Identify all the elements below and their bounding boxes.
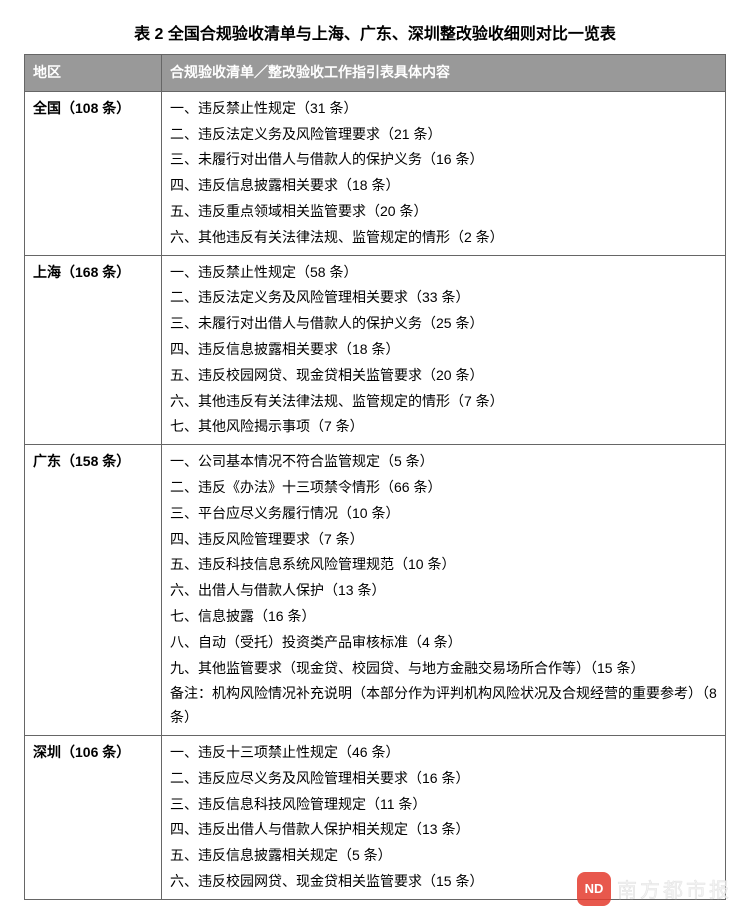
item-line: 一、违反禁止性规定（31 条） (170, 96, 717, 122)
region-cell: 全国（108 条） (25, 91, 162, 255)
region-cell: 深圳（106 条） (25, 735, 162, 899)
table-row: 上海（168 条）一、违反禁止性规定（58 条）二、违反法定义务及风险管理相关要… (25, 255, 726, 445)
items-cell: 一、公司基本情况不符合监管规定（5 条）二、违反《办法》十三项禁令情形（66 条… (162, 445, 726, 736)
item-line: 六、其他违反有关法律法规、监管规定的情形（7 条） (170, 389, 717, 415)
item-line: 四、违反风险管理要求（7 条） (170, 527, 717, 553)
items-cell: 一、违反十三项禁止性规定（46 条）二、违反应尽义务及风险管理相关要求（16 条… (162, 735, 726, 899)
table-title: 表 2 全国合规验收清单与上海、广东、深圳整改验收细则对比一览表 (24, 20, 726, 44)
item-line: 六、违反校园网贷、现金贷相关监管要求（15 条） (170, 869, 717, 895)
items-cell: 一、违反禁止性规定（31 条）二、违反法定义务及风险管理要求（21 条）三、未履… (162, 91, 726, 255)
table-header-row: 地区 合规验收清单／整改验收工作指引表具体内容 (25, 55, 726, 92)
item-line: 二、违反法定义务及风险管理相关要求（33 条） (170, 285, 717, 311)
item-line: 三、未履行对出借人与借款人的保护义务（16 条） (170, 147, 717, 173)
item-line: 五、违反科技信息系统风险管理规范（10 条） (170, 552, 717, 578)
region-cell: 上海（168 条） (25, 255, 162, 445)
item-line: 六、其他违反有关法律法规、监管规定的情形（2 条） (170, 225, 717, 251)
col-header-content: 合规验收清单／整改验收工作指引表具体内容 (162, 55, 726, 92)
item-line: 八、自动（受托）投资类产品审核标准（4 条） (170, 630, 717, 656)
item-line: 备注：机构风险情况补充说明（本部分作为评判机构风险状况及合规经营的重要参考）（8… (170, 681, 717, 731)
comparison-table: 地区 合规验收清单／整改验收工作指引表具体内容 全国（108 条）一、违反禁止性… (24, 54, 726, 900)
item-line: 二、违反法定义务及风险管理要求（21 条） (170, 122, 717, 148)
item-line: 四、违反信息披露相关要求（18 条） (170, 173, 717, 199)
item-line: 五、违反重点领域相关监管要求（20 条） (170, 199, 717, 225)
item-line: 七、信息披露（16 条） (170, 604, 717, 630)
item-line: 四、违反出借人与借款人保护相关规定（13 条） (170, 817, 717, 843)
item-line: 二、违反应尽义务及风险管理相关要求（16 条） (170, 766, 717, 792)
table-row: 广东（158 条）一、公司基本情况不符合监管规定（5 条）二、违反《办法》十三项… (25, 445, 726, 736)
item-line: 一、公司基本情况不符合监管规定（5 条） (170, 449, 717, 475)
item-line: 九、其他监管要求（现金贷、校园贷、与地方金融交易场所合作等）（15 条） (170, 656, 717, 682)
item-line: 二、违反《办法》十三项禁令情形（66 条） (170, 475, 717, 501)
item-line: 五、违反校园网贷、现金贷相关监管要求（20 条） (170, 363, 717, 389)
item-line: 一、违反禁止性规定（58 条） (170, 260, 717, 286)
items-cell: 一、违反禁止性规定（58 条）二、违反法定义务及风险管理相关要求（33 条）三、… (162, 255, 726, 445)
item-line: 四、违反信息披露相关要求（18 条） (170, 337, 717, 363)
col-header-region: 地区 (25, 55, 162, 92)
item-line: 三、平台应尽义务履行情况（10 条） (170, 501, 717, 527)
item-line: 七、其他风险揭示事项（7 条） (170, 414, 717, 440)
table-row: 深圳（106 条）一、违反十三项禁止性规定（46 条）二、违反应尽义务及风险管理… (25, 735, 726, 899)
region-cell: 广东（158 条） (25, 445, 162, 736)
item-line: 三、未履行对出借人与借款人的保护义务（25 条） (170, 311, 717, 337)
item-line: 一、违反十三项禁止性规定（46 条） (170, 740, 717, 766)
item-line: 五、违反信息披露相关规定（5 条） (170, 843, 717, 869)
item-line: 三、违反信息科技风险管理规定（11 条） (170, 792, 717, 818)
item-line: 六、出借人与借款人保护（13 条） (170, 578, 717, 604)
table-row: 全国（108 条）一、违反禁止性规定（31 条）二、违反法定义务及风险管理要求（… (25, 91, 726, 255)
